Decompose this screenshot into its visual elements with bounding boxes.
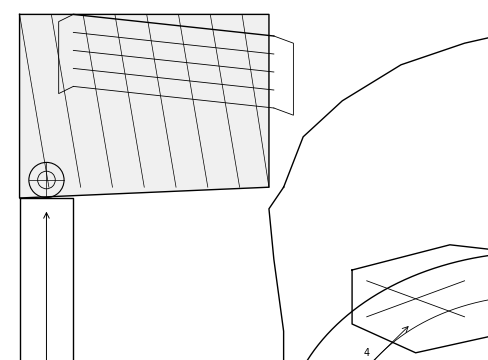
Text: 4: 4 [363,348,369,358]
Polygon shape [20,198,73,360]
Polygon shape [268,22,488,360]
Polygon shape [20,14,268,198]
